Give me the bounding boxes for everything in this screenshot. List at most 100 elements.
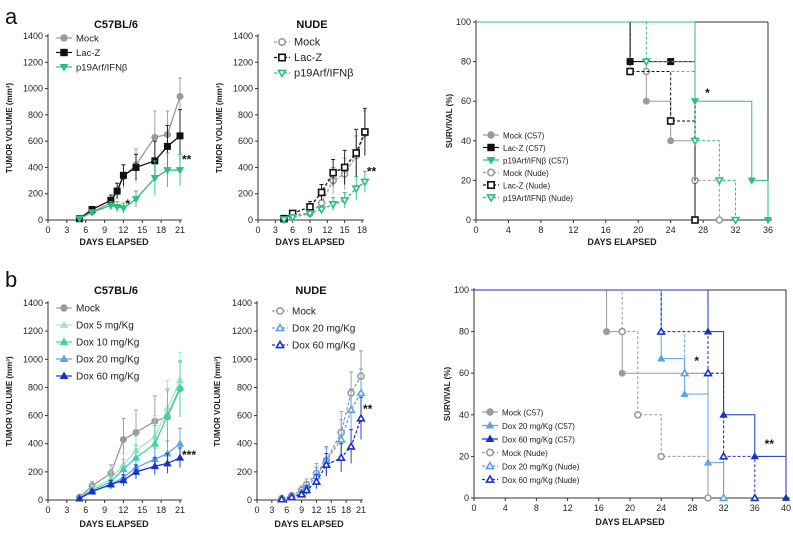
x-tick-label: 18 xyxy=(156,225,166,235)
series-5: Dox 60 mg/Kg xyxy=(56,371,185,502)
y-tick-label: 1400 xyxy=(23,298,43,308)
y-tick-label: 800 xyxy=(28,110,43,120)
legend-marker xyxy=(275,306,284,315)
panel-label-a: a xyxy=(5,4,18,29)
x-tick-label: 12 xyxy=(322,225,332,235)
y-tick-label: 80 xyxy=(461,57,471,67)
series-5: Dox 20 mg/Kg (Nude) xyxy=(474,289,729,502)
data-point xyxy=(750,493,760,502)
legend-marker xyxy=(59,371,69,380)
legend-label: Dox 20 mg/Kg xyxy=(292,324,355,335)
legend-marker xyxy=(487,143,495,152)
data-point xyxy=(87,209,97,217)
data-point xyxy=(150,461,160,470)
y-tick-label: 600 xyxy=(237,411,252,421)
significance-annotation: ** xyxy=(367,164,377,178)
x-tick-label: 15 xyxy=(137,225,147,235)
x-tick-label: 0 xyxy=(255,225,260,235)
y-tick-label: 200 xyxy=(238,189,253,199)
y-tick-label: 20 xyxy=(459,451,469,461)
series-step-line xyxy=(476,21,769,220)
chart-title: NUDE xyxy=(295,285,326,297)
y-axis-label: TUMOR VOLUME (mm³) xyxy=(215,83,224,174)
data-point xyxy=(132,428,140,436)
series-line xyxy=(283,133,366,220)
legend-marker xyxy=(486,156,496,165)
x-tick-label: 28 xyxy=(698,225,708,235)
chart-1: 0 3 6 9 12 15 18 21 0 200 400 600 800 1000 1200 1400 DAY… xyxy=(5,19,192,247)
data-point xyxy=(163,459,172,467)
data-point xyxy=(361,128,369,136)
y-tick-label: 400 xyxy=(28,162,43,172)
data-point xyxy=(305,210,315,219)
data-point xyxy=(175,439,185,447)
x-tick-label: 9 xyxy=(102,225,107,235)
y-tick-label: 0 xyxy=(247,495,252,505)
data-point xyxy=(690,137,700,146)
y-tick-label: 1200 xyxy=(233,57,253,67)
x-axis-label: DAYS ELAPSED xyxy=(274,519,344,529)
data-point xyxy=(176,132,184,140)
legend-marker xyxy=(60,48,68,57)
legend-marker xyxy=(59,337,69,346)
x-tick-label: 12 xyxy=(118,225,128,235)
y-axis-label: TUMOR VOLUME (mm³) xyxy=(213,356,222,447)
series-4: Mock (Nude) xyxy=(474,289,712,502)
data-point xyxy=(626,67,634,76)
chart-title: C57BL/6 xyxy=(94,19,138,31)
x-tick-label: 6 xyxy=(83,505,88,515)
y-tick-label: 20 xyxy=(461,175,471,185)
legend-label: Lac-Z (Nude) xyxy=(503,182,550,191)
significance-annotation: ** xyxy=(765,437,775,451)
x-tick-label: 9 xyxy=(299,505,304,515)
x-tick-label: 15 xyxy=(137,505,147,515)
data-point xyxy=(150,439,160,447)
data-point xyxy=(715,216,724,224)
legend-label: Dox 10 mg/Kg xyxy=(76,338,139,349)
series-step-line xyxy=(476,21,696,220)
y-axis-label: SURVIVAL (%) xyxy=(445,94,454,149)
data-point xyxy=(176,92,184,100)
legend-marker xyxy=(486,168,495,177)
y-tick-label: 1000 xyxy=(232,354,252,364)
data-point xyxy=(360,178,370,187)
y-tick-label: 100 xyxy=(456,17,471,27)
data-point xyxy=(301,485,312,494)
series-1: Mock (C57) xyxy=(476,21,699,224)
y-tick-label: 600 xyxy=(28,136,43,146)
y-tick-label: 1400 xyxy=(233,31,253,41)
data-point xyxy=(781,493,791,501)
data-point xyxy=(106,202,116,210)
data-point xyxy=(336,434,346,443)
data-point xyxy=(119,476,128,484)
data-point xyxy=(633,410,642,419)
data-point xyxy=(112,203,122,212)
x-tick-label: 20 xyxy=(625,503,635,513)
x-tick-label: 0 xyxy=(473,225,478,235)
legend-label: Mock (Nude) xyxy=(503,169,549,178)
x-tick-label: 32 xyxy=(719,503,729,513)
data-point xyxy=(321,459,332,469)
x-tick-label: 15 xyxy=(326,505,336,515)
series-5: Lac-Z (Nude) xyxy=(476,21,699,224)
data-point xyxy=(150,175,160,183)
legend-label: Lac-Z (C57) xyxy=(503,144,546,153)
data-point xyxy=(306,203,314,211)
chart-6: 0 4 8 12 16 20 24 28 32 36 40 0 20 40 60 80 100 DAYS ELAP… xyxy=(443,285,791,527)
data-point xyxy=(763,217,773,225)
x-axis-label: DAYS ELAPSED xyxy=(275,237,345,247)
x-tick-label: 21 xyxy=(356,505,366,515)
x-tick-label: 24 xyxy=(656,503,666,513)
series-2: Lac-Z (C57) xyxy=(476,21,699,224)
series-6: p19Arf/IFNβ (Nude) xyxy=(476,21,741,225)
series-3: Dox 60 mg/Kg xyxy=(272,339,366,503)
data-point xyxy=(618,369,626,377)
x-tick-label: 28 xyxy=(687,503,697,513)
y-tick-label: 60 xyxy=(459,368,469,378)
legend-label: Mock xyxy=(76,304,101,315)
y-tick-label: 100 xyxy=(454,285,469,295)
x-tick-label: 32 xyxy=(731,225,741,235)
legend-label: Dox 60 mg/Kg xyxy=(76,372,139,383)
x-axis-label: DAYS ELAPSED xyxy=(587,237,657,247)
series-1: Mock xyxy=(272,306,365,503)
